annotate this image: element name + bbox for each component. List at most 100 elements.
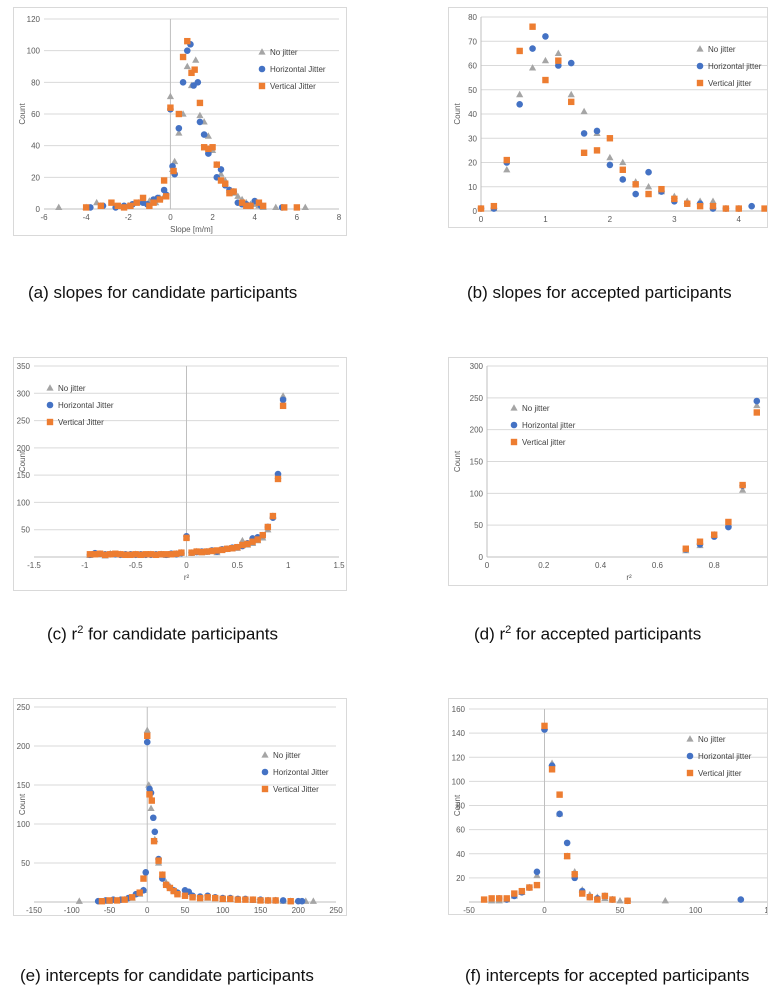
legend-marker-triangle bbox=[696, 45, 703, 51]
data-point-square bbox=[658, 186, 664, 192]
legend-marker-circle bbox=[47, 402, 54, 409]
data-point-square bbox=[184, 38, 190, 44]
y-tick-label: 50 bbox=[474, 521, 483, 530]
data-point-circle bbox=[594, 128, 601, 135]
data-point-square bbox=[235, 896, 241, 902]
data-point-square bbox=[645, 191, 651, 197]
x-tick-label: -6 bbox=[40, 213, 48, 222]
legend-label: Horizontal jitter bbox=[698, 752, 752, 761]
legend-label: Vertical jitter bbox=[522, 438, 566, 447]
x-tick-label: 3 bbox=[672, 215, 677, 224]
data-point-circle bbox=[619, 176, 626, 183]
data-point-circle bbox=[632, 191, 639, 198]
y-tick-label: 0 bbox=[473, 207, 478, 216]
x-tick-label: 1.5 bbox=[333, 561, 345, 570]
chart-panel-e: 50 100 150 200 250 -150 -100 -50 0 50 100 150 200 250… bbox=[13, 698, 347, 916]
data-point-square bbox=[602, 893, 608, 899]
y-tick-label: 60 bbox=[468, 62, 477, 71]
data-point-square bbox=[564, 853, 570, 859]
legend-marker-circle bbox=[697, 63, 704, 70]
x-tick-label: 0 bbox=[542, 906, 547, 915]
data-point-circle bbox=[176, 125, 183, 132]
legend-marker-triangle bbox=[686, 735, 693, 741]
chart-panel-b: 0 10 20 30 40 50 60 70 80 0 1 2 3 4 Slope [m/m] Count No… bbox=[448, 7, 768, 228]
data-point-square bbox=[114, 897, 120, 903]
data-point-triangle bbox=[76, 897, 83, 903]
data-point-triangle bbox=[568, 91, 575, 97]
caption-d: (d) r2 for accepted participants bbox=[474, 624, 701, 645]
legend-marker-triangle bbox=[261, 751, 268, 757]
y-tick-label: 70 bbox=[468, 37, 477, 46]
x-tick-label: 0 bbox=[485, 561, 490, 570]
x-tick-label: -1 bbox=[81, 561, 89, 570]
data-point-triangle bbox=[616, 897, 623, 903]
legend-marker-circle bbox=[687, 753, 694, 760]
y-axis-title: Count bbox=[18, 793, 27, 815]
data-point-square bbox=[736, 205, 742, 211]
data-point-square bbox=[197, 100, 203, 106]
x-axis-title: r² bbox=[626, 573, 632, 582]
data-point-square bbox=[83, 204, 89, 210]
legend-label: No jitter bbox=[270, 48, 298, 57]
data-point-square bbox=[542, 77, 548, 83]
data-point-circle bbox=[564, 840, 571, 847]
y-tick-label: 50 bbox=[468, 86, 477, 95]
data-point-square bbox=[496, 895, 502, 901]
x-tick-label: -0.5 bbox=[129, 561, 143, 570]
data-point-square bbox=[214, 161, 220, 167]
x-tick-label: 200 bbox=[292, 906, 306, 915]
data-point-square bbox=[242, 896, 248, 902]
y-tick-label: 100 bbox=[27, 47, 41, 56]
data-point-circle bbox=[150, 814, 157, 821]
data-point-triangle bbox=[55, 204, 62, 210]
x-tick-label: 100 bbox=[689, 906, 703, 915]
caption-d-tail: for accepted participants bbox=[511, 625, 701, 644]
data-point-square bbox=[176, 111, 182, 117]
x-tick-label: 0 bbox=[168, 213, 173, 222]
y-tick-label: 120 bbox=[452, 753, 466, 762]
data-point-square bbox=[555, 57, 561, 63]
chart-d: 0501001502002503000 0.2 0.4 0.6 0.8r²CountNo… bbox=[449, 358, 768, 586]
chart-panel-c: 50 100 150 200 250 300 350 -1.5 -1 -0.5 0 0.5 1 1.5 r²… bbox=[13, 357, 347, 591]
data-point-triangle bbox=[619, 159, 626, 165]
y-tick-label: 40 bbox=[31, 142, 40, 151]
data-point-square bbox=[197, 895, 203, 901]
x-tick-label: -150 bbox=[26, 906, 43, 915]
x-tick-label: 2 bbox=[210, 213, 215, 222]
data-point-triangle bbox=[310, 897, 317, 903]
y-tick-label: 20 bbox=[468, 159, 477, 168]
chart-panel-f: 20406080100120140160-50050100150Intercep… bbox=[448, 698, 768, 915]
data-point-square bbox=[620, 167, 626, 173]
data-point-square bbox=[220, 896, 226, 902]
data-point-circle bbox=[201, 131, 208, 138]
data-point-triangle bbox=[144, 727, 151, 733]
data-point-square bbox=[140, 195, 146, 201]
x-tick-label: -50 bbox=[104, 906, 116, 915]
data-point-square bbox=[163, 193, 169, 199]
chart-panel-d: 0 50 100 150 200 250 300 0 0.2 0.4 0.6 0.8 r² Count No… bbox=[448, 357, 768, 586]
data-point-square bbox=[189, 894, 195, 900]
y-tick-label: 150 bbox=[17, 781, 31, 790]
data-point-square bbox=[607, 135, 613, 141]
y-tick-label: 250 bbox=[470, 394, 484, 403]
data-point-square bbox=[534, 882, 540, 888]
x-tick-label: 1 bbox=[543, 215, 548, 224]
x-tick-label: -100 bbox=[64, 906, 81, 915]
y-tick-label: 140 bbox=[452, 729, 466, 738]
data-point-triangle bbox=[302, 204, 309, 210]
legend-label: Horizontal Jitter bbox=[273, 768, 329, 777]
y-axis-title: Count bbox=[453, 794, 462, 816]
data-point-circle bbox=[748, 203, 755, 210]
x-tick-label: 0 bbox=[184, 561, 189, 570]
data-point-circle bbox=[144, 739, 151, 746]
data-point-square bbox=[265, 524, 271, 530]
data-point-square bbox=[134, 199, 140, 205]
caption-b: (b) slopes for accepted participants bbox=[467, 283, 732, 303]
data-point-square bbox=[222, 180, 228, 186]
y-tick-label: 200 bbox=[17, 742, 31, 751]
legend-label: No jitter bbox=[58, 384, 86, 393]
x-axis-title: r² bbox=[184, 573, 190, 582]
data-point-square bbox=[754, 409, 760, 415]
legend-label: No jitter bbox=[273, 751, 301, 760]
data-point-square bbox=[504, 895, 510, 901]
